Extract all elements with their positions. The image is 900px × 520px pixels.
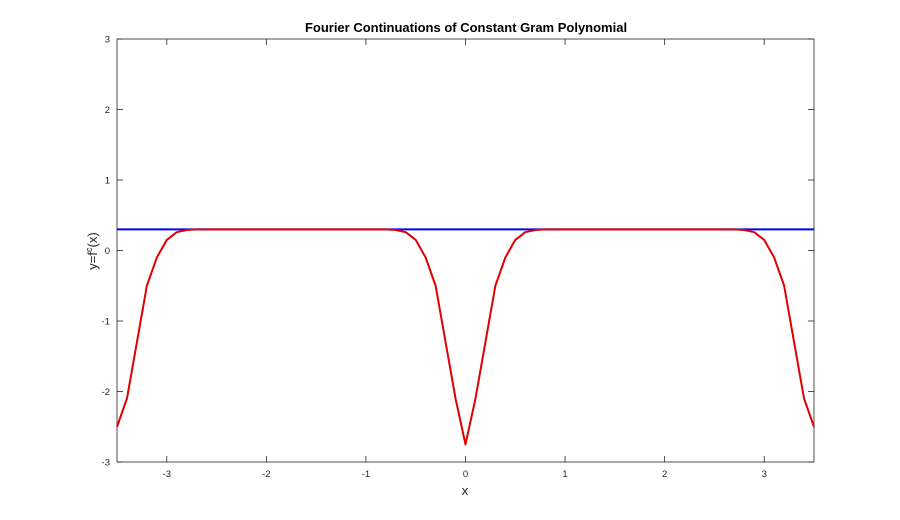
y-tick-label: 0: [105, 246, 110, 257]
y-tick-label: -3: [102, 458, 110, 469]
x-axis-label: x: [462, 483, 469, 498]
plot-area: -3 -2 -1 0 1 2 3 -3 -2 -1 0 1 2 3: [102, 35, 815, 480]
y-axis-label-tail: (x): [85, 232, 100, 247]
y-tick-label: 2: [105, 105, 110, 116]
x-tick-label: 1: [562, 469, 567, 480]
y-tick-label: 3: [105, 35, 110, 46]
y-tick-label: -2: [102, 387, 110, 398]
series-line-1: [116, 228, 815, 446]
tick-layer: -3 -2 -1 0 1 2 3 -3 -2 -1 0 1 2 3: [102, 35, 814, 480]
y-axis-label-sup: c: [84, 247, 94, 252]
x-tick-label: 3: [762, 469, 767, 480]
y-axis-label: y=fc(x): [84, 232, 100, 269]
y-tick-label: 1: [105, 176, 110, 187]
chart-title: Fourier Continuations of Constant Gram P…: [305, 20, 627, 35]
y-tick-label: -1: [102, 317, 110, 328]
x-tick-label: 0: [463, 469, 468, 480]
x-tick-label: -1: [362, 469, 370, 480]
x-tick-label: -3: [163, 469, 171, 480]
x-tick-label: -2: [262, 469, 270, 480]
x-tick-label: 2: [662, 469, 667, 480]
series-layer: [116, 228, 815, 446]
y-axis-label-main: y=f: [85, 252, 100, 270]
